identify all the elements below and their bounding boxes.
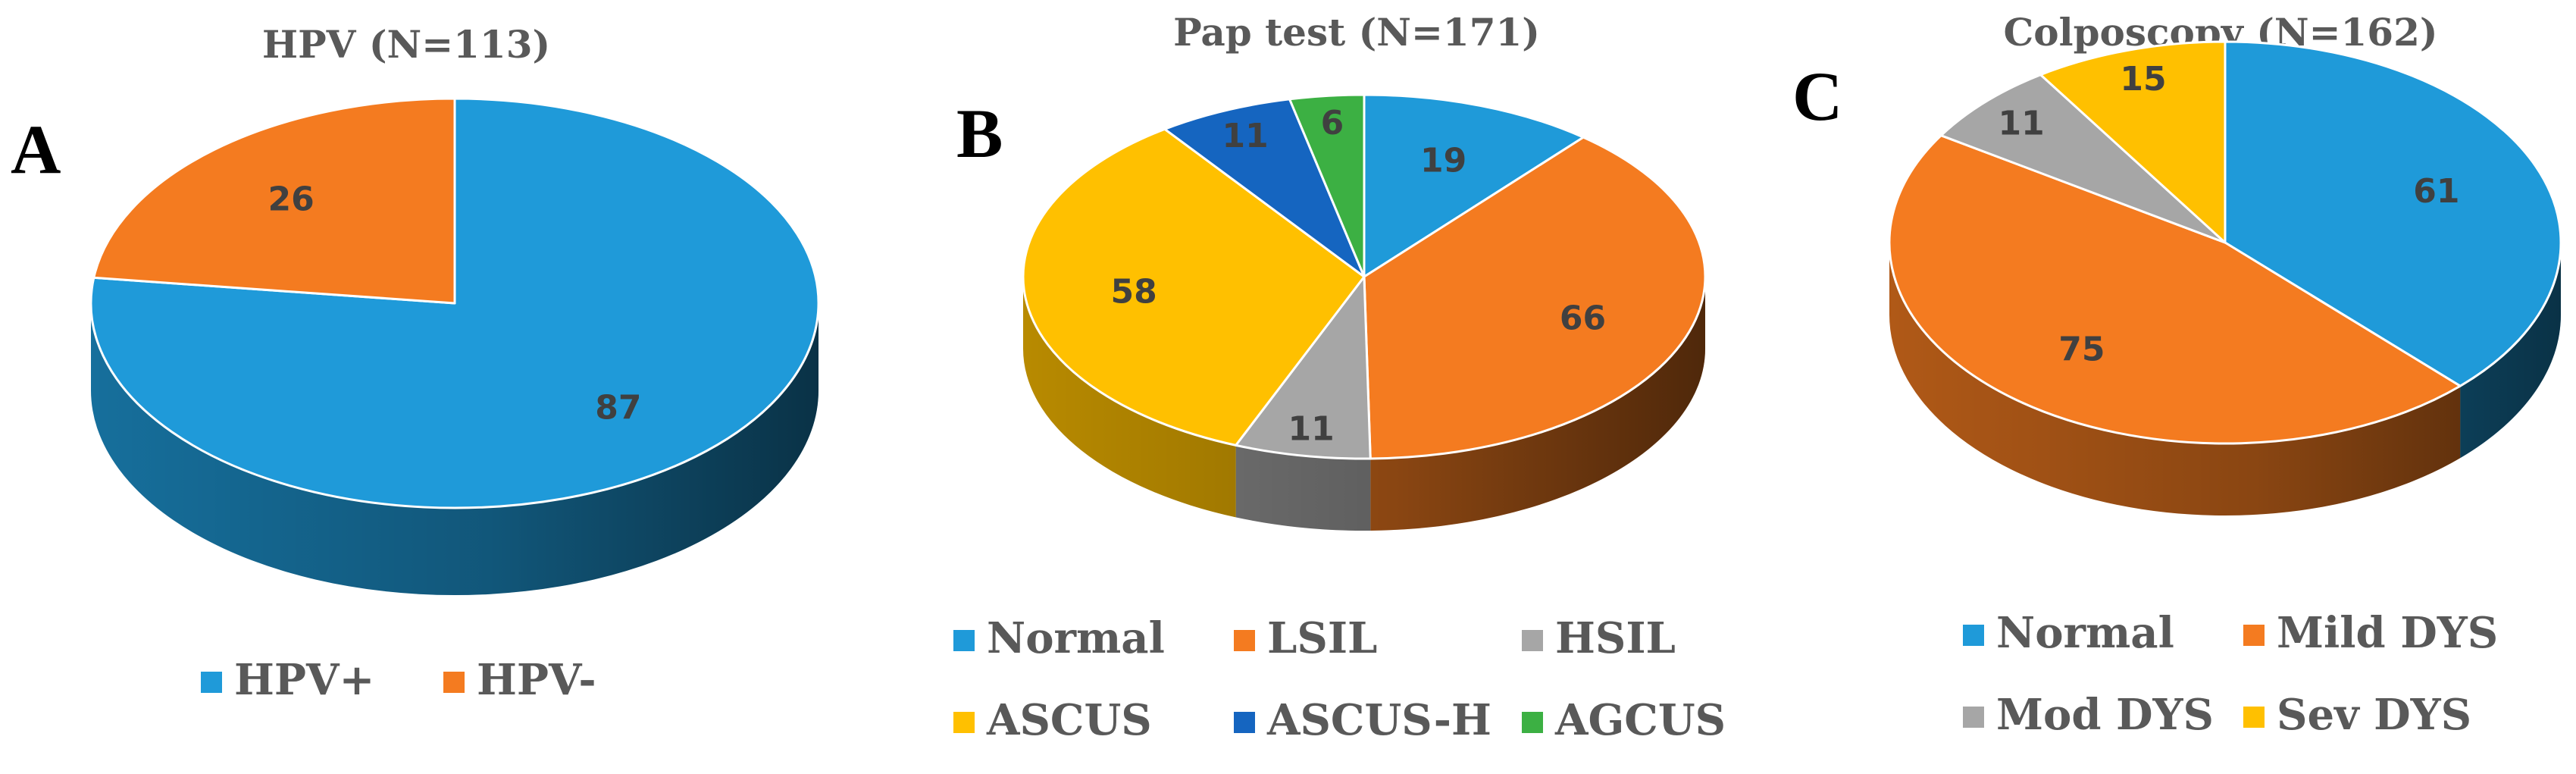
legend-swatch (1234, 712, 1255, 733)
pie-slice-ascus (1022, 127, 1366, 447)
data-label-mild-dys: 75 (2058, 330, 2105, 368)
legend-label: HPV+ (234, 655, 374, 705)
data-label-agcus: 6 (1321, 104, 1344, 143)
pie-side-shading (1023, 277, 1705, 531)
legend-a: HPV+ HPV- (201, 655, 596, 705)
legend-label: ASCUS-H (1266, 695, 1491, 745)
legend-c: Normal Mild DYS Mod DYS Sev DYS (1963, 608, 2498, 740)
data-label-ascus: 58 (1111, 272, 1157, 311)
data-label-ascus-h: 11 (1222, 117, 1269, 155)
legend-label: Mod DYS (1996, 690, 2214, 740)
pie-slice-hpv (92, 97, 456, 305)
panel-a: HPV (N=113) A 87 26 HPV+ HPV- (11, 22, 820, 705)
data-label-sev-dys: 15 (2120, 60, 2166, 99)
legend-item-hpv: HPV- (443, 655, 596, 705)
pie-side-shading (91, 303, 818, 595)
data-label-hpv: 87 (595, 389, 641, 428)
chart-title-b: Pap test (N=171) (1173, 10, 1540, 55)
legend-label: ASCUS (986, 695, 1152, 745)
panel-letter-a: A (11, 111, 61, 188)
legend-swatch (201, 672, 222, 693)
data-label-hsil: 11 (1288, 410, 1335, 449)
pie-chart-b: 19 66 11 58 11 6 (1022, 93, 1707, 531)
legend-label: Normal (1996, 608, 2174, 658)
legend-item-mod-dys: Mod DYS (1963, 690, 2214, 740)
legend-item-ascus-h: ASCUS-H (1234, 695, 1491, 745)
legend-item-hsil: HSIL (1522, 613, 1676, 663)
legend-label: LSIL (1267, 613, 1377, 663)
legend-item-hpv: HPV+ (201, 655, 374, 705)
data-label-normal: 19 (1420, 142, 1466, 180)
pie-slice-normal (1363, 93, 1585, 278)
pie-slice-hpv (89, 97, 820, 509)
legend-item-lsil: LSIL (1234, 613, 1377, 663)
legend-swatch (1522, 630, 1543, 651)
legend-label: HSIL (1555, 613, 1676, 663)
legend-label: HPV- (477, 655, 596, 705)
legend-item-normal: Normal (1963, 608, 2174, 658)
pie-slice-mild-dys (1888, 134, 2462, 445)
legend-swatch (2243, 625, 2265, 646)
panel-letter-c: C (1792, 58, 1842, 135)
legend-swatch (1234, 630, 1255, 651)
panel-b: Pap test (N=171) B 19 66 11 58 11 6 Normal LSI… (953, 10, 1726, 745)
panel-letter-b: B (956, 95, 1003, 172)
chart-title-a: HPV (N=113) (262, 22, 550, 67)
legend-label: Mild DYS (2277, 608, 2498, 658)
legend-swatch (2243, 707, 2265, 728)
pie-side-shading (1889, 243, 2561, 515)
pie-chart-a: 87 26 (89, 97, 820, 595)
legend-label: Normal (987, 613, 1165, 663)
legend-swatch (1522, 712, 1543, 733)
legend-label: Sev DYS (2277, 690, 2471, 740)
legend-item-agcus: AGCUS (1522, 695, 1726, 745)
legend-item-mild-dys: Mild DYS (2243, 608, 2498, 658)
data-label-hpv: 26 (268, 180, 314, 218)
pie-slice-normal (2224, 40, 2562, 387)
legend-swatch (953, 630, 975, 651)
legend-b: Normal LSIL HSIL ASCUS ASCUS-H AGCUS (953, 613, 1726, 745)
pie-chart-c: 61 75 11 15 (1888, 40, 2562, 516)
legend-label: AGCUS (1554, 695, 1726, 745)
legend-swatch (1963, 625, 1984, 646)
legend-item-normal: Normal (953, 613, 1165, 663)
legend-swatch (953, 712, 975, 733)
legend-swatch (1963, 707, 1984, 728)
pie-slice-hsil (1235, 275, 1372, 460)
data-label-mod-dys: 11 (1999, 104, 2045, 143)
pie-slice-lsil (1363, 136, 1707, 460)
pie-slice-ascus-h (1163, 98, 1366, 278)
pie-slice-sev-dys (2039, 40, 2227, 244)
data-label-normal: 61 (2413, 172, 2459, 211)
legend-swatch (443, 672, 465, 693)
legend-item-sev-dys: Sev DYS (2243, 690, 2471, 740)
pie-slice-mod-dys (1939, 74, 2227, 244)
pie-slice-agcus (1288, 93, 1366, 278)
data-label-lsil: 66 (1560, 299, 1606, 337)
legend-item-ascus: ASCUS (953, 695, 1152, 745)
